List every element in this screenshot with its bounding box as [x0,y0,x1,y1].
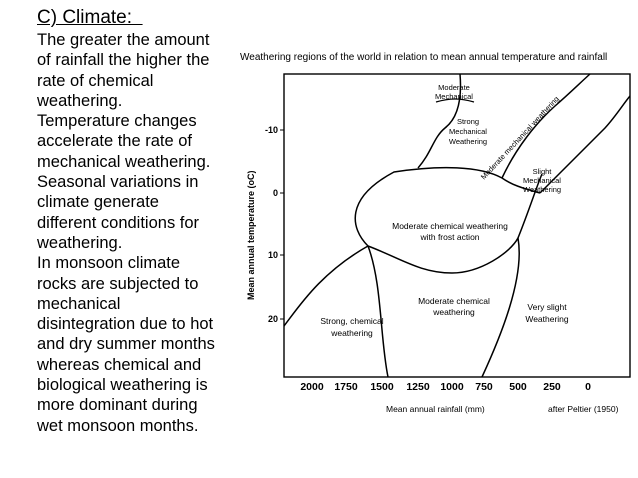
boundary-slight-mechanical [539,95,631,194]
slide-body: The greater the amount of rainfall the h… [37,30,242,436]
body-line: weathering. [37,91,123,110]
x-tick-label: 1750 [334,381,358,393]
body-line: whereas chemical and [37,355,202,374]
body-line: wet monsoon months. [37,416,199,435]
x-tick-label: 1500 [370,381,394,393]
region-label-strong-chemical: Strong, chemical [320,316,383,326]
body-line: of rainfall the higher the [37,51,210,70]
y-tick-label: 10 [268,250,278,260]
y-tick-label: 0 [273,188,278,198]
body-line: more dominant during [37,396,198,415]
x-tick-label: 0 [585,381,591,393]
region-label-slight-mechanical: Mechanical [523,176,561,185]
boundary-strong-mechanical-right [501,73,591,179]
credit: after Peltier (1950) [548,404,619,414]
body-line: mechanical [37,294,121,313]
body-line: different conditions for [37,213,200,232]
y-tick-label: 20 [268,314,278,324]
boundary-strong-mechanical-left [417,73,462,169]
region-label-moderate-chemical-frost: with frost action [419,232,479,242]
body-line: and dry summer months [37,335,215,354]
body-line: weathering. [37,233,123,252]
region-label-very-slight: Weathering [525,314,569,324]
slide-heading: C) Climate: [37,7,143,28]
region-label-strong-chemical: weathering [330,328,373,338]
x-tick-label: 1250 [406,381,430,393]
region-label-slight-mechanical: Weathering [523,185,561,194]
region-label-moderate-mechanical: Mechanical [435,92,473,101]
body-line: rocks are subjected to [37,274,199,293]
boundary-strong-chemical [283,245,369,327]
x-tick-label: 500 [509,381,527,393]
y-tick-label: -10 [265,125,278,135]
region-label-moderate-mechanical: Moderate [438,83,470,92]
body-line: climate generate [37,193,159,212]
boundary-chemical-slight [517,173,543,239]
x-tick-label: 750 [475,381,493,393]
plot-frame [283,73,631,378]
x-axis-label: Mean annual rainfall (mm) [386,404,485,414]
diagram-title: Weathering regions of the world in relat… [240,52,608,63]
boundary-moderate-chemical [367,235,520,378]
body-line: mechanical weathering. [37,152,211,171]
body-line: accelerate the rate of [37,132,193,151]
body-line: disintegration due to hot [37,315,214,334]
body-line: biological weathering is [37,376,208,395]
boundary-moderate-chemical-frost [354,166,541,378]
body-line: In monsoon climate [37,254,181,273]
weathering-regions-diagram: -10 0 10 20 Mean annual temperature (oC)… [246,73,631,414]
region-label-moderate-chemical: Moderate chemical [418,296,490,306]
body-line: The greater the amount [37,31,210,49]
boundary-moderate-mechanical [435,98,475,103]
region-label-moderate-chemical-frost: Moderate chemical weathering [392,221,508,231]
body-line: Temperature changes [37,112,197,131]
region-label-strong-mechanical: Mechanical [449,127,487,136]
body-line: Seasonal variations in [37,173,199,192]
x-tick-label: 250 [543,381,561,393]
region-label-moderate-chemical: weathering [432,307,475,317]
y-axis-label: Mean annual temperature (oC) [246,170,256,300]
region-label-strong-mechanical: Strong [457,117,479,126]
region-label-slight-mechanical: Slight [533,167,553,176]
x-tick-label: 2000 [300,381,324,393]
x-tick-label: 1000 [440,381,464,393]
region-label-very-slight: Very slight [527,302,567,312]
body-line: rate of chemical [37,71,154,90]
region-label-strong-mechanical: Weathering [449,137,487,146]
